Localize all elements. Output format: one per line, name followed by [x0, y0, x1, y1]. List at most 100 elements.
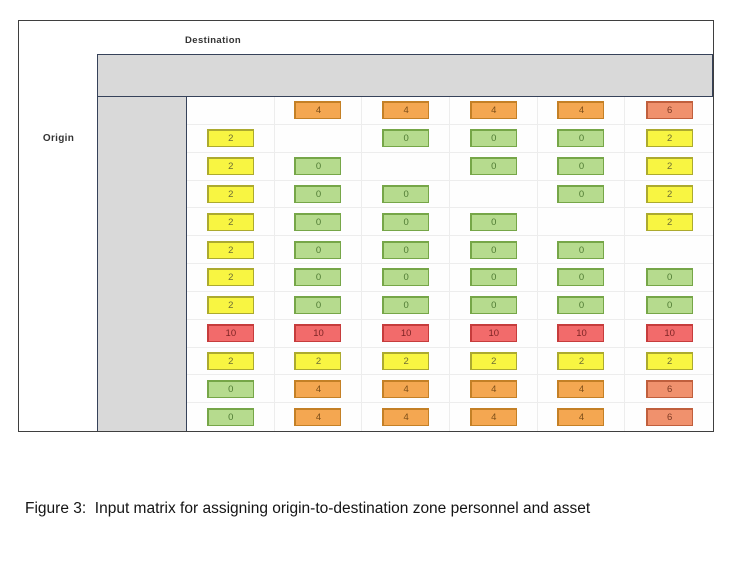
risk-value-box: 10 [645, 324, 693, 343]
matrix-cell: 4 [449, 97, 538, 125]
matrix-cell [187, 97, 275, 125]
matrix-cell: 0 [362, 236, 450, 264]
matrix-cell: 0 [449, 236, 538, 264]
risk-value-box: 2 [206, 184, 254, 203]
matrix-cell [537, 208, 626, 237]
matrix-cell: 0 [274, 152, 363, 181]
matrix-cell: 4 [274, 375, 363, 404]
matrix-cell: 2 [187, 264, 275, 292]
risk-value-box: 0 [557, 296, 605, 315]
risk-value-box: 4 [469, 101, 517, 120]
risk-value-box: 10 [469, 324, 517, 343]
matrix-cell: 0 [625, 264, 713, 292]
matrix-cell: 6 [625, 403, 713, 431]
matrix-cell: 2 [625, 181, 713, 209]
risk-value-box: 4 [382, 101, 430, 120]
risk-value-box: 0 [645, 296, 693, 315]
matrix-cell: 0 [449, 291, 538, 320]
matrix-cell: 2 [187, 152, 275, 181]
matrix-cell: 0 [187, 403, 275, 431]
matrix-cell: 0 [274, 264, 363, 292]
matrix-cell: 0 [274, 180, 363, 209]
risk-value-box: 0 [469, 268, 517, 287]
origin-axis-label: Origin [42, 133, 75, 144]
matrix-cell: 2 [187, 208, 275, 237]
risk-value-box: 2 [206, 129, 254, 148]
matrix-cell: 2 [625, 348, 713, 376]
matrix-cell: 0 [362, 124, 450, 153]
matrix-cell: 0 [537, 180, 626, 209]
matrix-cell: 2 [187, 291, 275, 320]
matrix-cell: 10 [449, 319, 538, 348]
risk-value-box: 2 [645, 212, 693, 231]
matrix-cell: 0 [625, 292, 713, 320]
risk-value-box: 2 [206, 296, 254, 315]
risk-value-box: 0 [557, 157, 605, 176]
origin-header-column [97, 97, 186, 431]
risk-value-box: 2 [382, 351, 430, 370]
matrix-cell: 0 [274, 208, 363, 237]
matrix-cell: 4 [362, 403, 450, 431]
matrix-cell: 2 [625, 153, 713, 181]
matrix-cell: 10 [537, 319, 626, 348]
risk-value-box: 2 [294, 351, 342, 370]
matrix-cell: 4 [449, 375, 538, 404]
matrix-cell: 4 [537, 375, 626, 404]
matrix-cell [625, 236, 713, 264]
risk-value-box: 0 [469, 240, 517, 259]
risk-value-box: 6 [645, 379, 693, 398]
risk-value-box: 0 [206, 379, 254, 398]
risk-value-box: 6 [645, 101, 693, 120]
destination-header-band [97, 54, 713, 97]
matrix-cell: 10 [274, 319, 363, 348]
matrix-cell [449, 180, 538, 209]
risk-value-box: 0 [382, 296, 430, 315]
matrix-cell: 0 [537, 264, 626, 292]
risk-value-box: 2 [557, 351, 605, 370]
matrix-cell [274, 124, 363, 153]
matrix-cell: 0 [449, 124, 538, 153]
matrix-cell: 0 [274, 291, 363, 320]
risk-value-box: 0 [469, 129, 517, 148]
destination-axis-label: Destination [185, 35, 242, 46]
risk-value-box: 2 [645, 351, 693, 370]
risk-value-box: 0 [557, 129, 605, 148]
matrix-cell: 6 [625, 375, 713, 404]
risk-value-box: 0 [294, 240, 342, 259]
risk-value-box: 0 [557, 184, 605, 203]
risk-value-box: 0 [382, 240, 430, 259]
matrix-cell: 0 [449, 208, 538, 237]
risk-value-box: 0 [294, 296, 342, 315]
risk-value-box: 0 [382, 212, 430, 231]
matrix-cell: 2 [537, 347, 626, 376]
risk-matrix-grid: 4 4 4 4 6 2 0 0 0 2 2 0 0 0 2 2 0 0 0 2 2 0 0 0 2 2 0 0 0 0 2 0 0 0 0 0 2 0 0 0… [186, 97, 713, 431]
matrix-cell: 4 [537, 97, 626, 125]
risk-value-box: 10 [294, 324, 342, 343]
risk-value-box: 0 [294, 184, 342, 203]
risk-value-box: 0 [469, 157, 517, 176]
matrix-cell: 0 [274, 236, 363, 264]
risk-value-box: 4 [294, 408, 342, 427]
risk-value-box: 4 [469, 408, 517, 427]
risk-value-box: 0 [206, 408, 254, 427]
risk-value-box: 2 [206, 240, 254, 259]
risk-value-box: 0 [382, 184, 430, 203]
matrix-cell: 2 [449, 347, 538, 376]
figure-frame: Destination Origin 4 4 4 4 6 2 0 0 0 2 2 0 0 0 2 2 0 0 0 2 2… [18, 20, 714, 432]
risk-value-box: 2 [206, 268, 254, 287]
matrix-cell: 0 [537, 152, 626, 181]
matrix-cell: 2 [625, 208, 713, 237]
matrix-cell: 0 [449, 152, 538, 181]
risk-value-box: 6 [645, 408, 693, 427]
risk-value-box: 0 [294, 212, 342, 231]
matrix-cell: 0 [537, 291, 626, 320]
risk-value-box: 10 [557, 324, 605, 343]
matrix-cell: 2 [187, 236, 275, 264]
risk-value-box: 4 [294, 379, 342, 398]
risk-value-box: 0 [382, 129, 430, 148]
risk-value-box: 4 [294, 101, 342, 120]
matrix-cell: 0 [449, 264, 538, 292]
matrix-cell: 0 [362, 291, 450, 320]
matrix-cell: 6 [625, 97, 713, 125]
